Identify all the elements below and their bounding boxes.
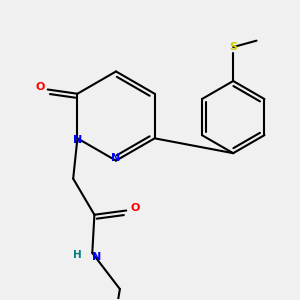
Text: N: N [73, 135, 82, 146]
Text: O: O [130, 203, 140, 213]
Text: N: N [92, 252, 101, 262]
Text: O: O [35, 82, 45, 92]
Text: S: S [229, 42, 237, 52]
Text: H: H [73, 250, 82, 260]
Text: N: N [111, 154, 121, 164]
